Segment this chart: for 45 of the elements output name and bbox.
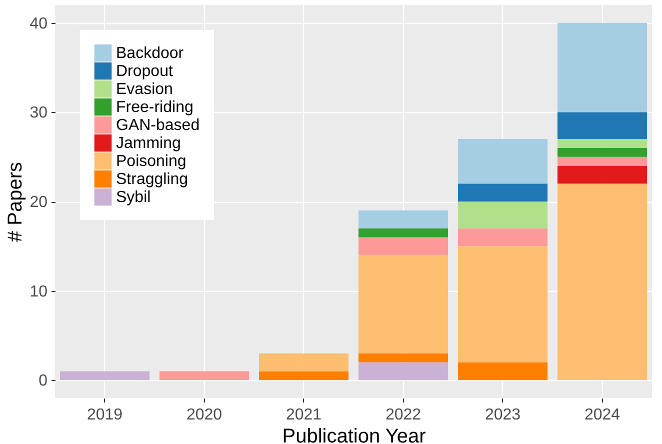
bar xyxy=(458,138,548,184)
x-tick-label: 2020 xyxy=(186,406,222,424)
bar xyxy=(358,237,448,256)
bar xyxy=(557,112,648,139)
bar xyxy=(358,362,448,380)
legend-label: Backdoor xyxy=(116,45,184,62)
y-axis-title: # Papers xyxy=(4,162,27,242)
y-tick-label: 10 xyxy=(30,283,48,300)
bar xyxy=(258,371,349,380)
legend-label: GAN-based xyxy=(116,117,200,134)
y-tick-label: 30 xyxy=(30,104,48,122)
bar xyxy=(458,246,548,362)
y-tick-label: 20 xyxy=(30,194,48,211)
legend-label: Dropout xyxy=(116,63,174,80)
bar xyxy=(358,255,448,354)
bar xyxy=(358,353,448,362)
bar xyxy=(159,371,250,380)
y-tick-label: 0 xyxy=(38,372,48,390)
bar xyxy=(557,22,648,112)
bar xyxy=(458,202,548,228)
x-axis-title: Publication Year xyxy=(282,426,426,444)
legend-label: Jamming xyxy=(116,135,181,152)
bar xyxy=(458,228,548,246)
bar xyxy=(258,353,349,372)
x-tick-label: 2023 xyxy=(484,406,521,424)
legend-label: Straggling xyxy=(116,171,188,188)
bar xyxy=(60,371,150,380)
y-tick-label: 40 xyxy=(30,15,48,32)
bar xyxy=(557,156,648,166)
x-tick-label: 2019 xyxy=(86,406,123,424)
legend-label: Poisoning xyxy=(116,153,186,170)
x-tick-label: 2022 xyxy=(385,406,422,424)
x-tick-label: 2024 xyxy=(584,406,620,424)
bar xyxy=(458,362,548,380)
bar xyxy=(358,228,448,238)
bar xyxy=(358,210,448,228)
bar xyxy=(557,138,648,148)
bar xyxy=(557,184,648,380)
bar xyxy=(557,148,648,157)
x-tick-label: 2021 xyxy=(286,406,322,424)
legend-label: Evasion xyxy=(116,81,173,98)
legend-label: Free-riding xyxy=(116,99,194,116)
legend-label: Sybil xyxy=(116,189,151,206)
bar xyxy=(458,184,548,202)
bar xyxy=(557,166,648,184)
